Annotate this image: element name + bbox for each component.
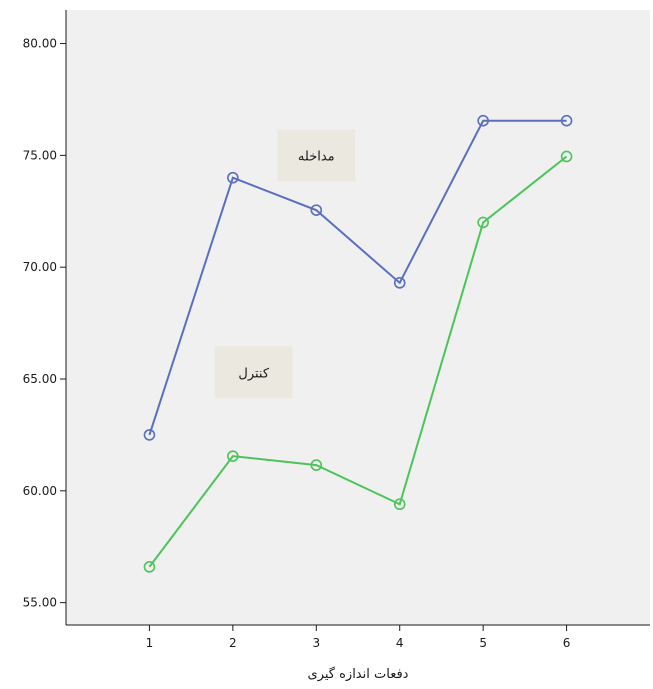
series-label-layer: مداخله کنترل xyxy=(214,129,356,399)
series-layer xyxy=(143,114,573,573)
y-tick-label: 75.00 xyxy=(23,148,57,162)
series-2-point xyxy=(227,450,239,462)
series-2-point xyxy=(560,150,573,163)
series-2-point xyxy=(310,459,323,471)
series-1-point xyxy=(227,171,239,184)
x-axis-title: دفعات اندازه گیری xyxy=(308,666,409,682)
x-tick-label: 2 xyxy=(229,636,237,650)
y-tick-label: 65.00 xyxy=(23,372,57,386)
x-tick-label: 4 xyxy=(396,636,404,650)
x-tick-label: 6 xyxy=(563,636,571,650)
x-tick-label: 3 xyxy=(312,636,320,650)
series-1-point xyxy=(310,204,323,216)
series-line-2 xyxy=(148,155,568,568)
x-axis-ticks: 1 2 3 4 5 6 xyxy=(146,625,571,650)
series-1-point xyxy=(477,114,489,127)
series-2-point xyxy=(477,216,489,229)
series-2-point xyxy=(143,561,156,573)
y-tick-label: 60.00 xyxy=(23,484,57,498)
y-tick-label: 55.00 xyxy=(23,596,57,610)
x-tick-label: 1 xyxy=(146,636,154,650)
series-2-point xyxy=(393,498,406,511)
series-line-1 xyxy=(148,119,567,436)
series-label-box xyxy=(214,346,293,399)
series-label-1: مداخله xyxy=(298,149,335,164)
y-axis-ticks: 55.00 60.00 65.00 70.00 75.00 80.00 xyxy=(23,37,66,610)
y-tick-label: 80.00 xyxy=(23,37,57,51)
series-1-point xyxy=(560,114,573,127)
series-label-2: کنترل xyxy=(238,366,269,381)
series-label-box xyxy=(277,129,356,182)
y-tick-label: 70.00 xyxy=(23,260,57,274)
plot-area xyxy=(66,10,650,625)
series-1-point xyxy=(393,277,406,289)
series-1-point xyxy=(143,429,156,441)
x-tick-label: 5 xyxy=(479,636,487,650)
